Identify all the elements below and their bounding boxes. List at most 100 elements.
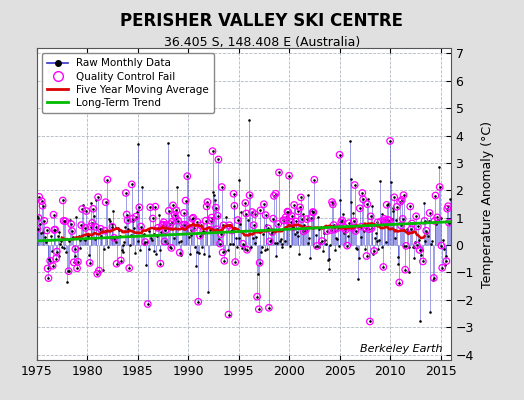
Point <box>381 239 390 246</box>
Point <box>337 219 345 226</box>
Point <box>106 235 115 241</box>
Point <box>227 228 235 234</box>
Point <box>137 223 145 230</box>
Point <box>180 210 188 216</box>
Point <box>389 207 398 214</box>
Point <box>324 266 333 272</box>
Point <box>289 224 298 230</box>
Point <box>366 318 374 325</box>
Point <box>167 245 176 251</box>
Point <box>109 208 117 214</box>
Point <box>357 224 366 230</box>
Point <box>189 214 198 221</box>
Point <box>146 204 155 210</box>
Point <box>38 198 46 204</box>
Point <box>442 258 451 264</box>
Point <box>191 263 200 270</box>
Point <box>76 244 84 251</box>
Point <box>358 190 366 196</box>
Point <box>257 249 266 255</box>
Point <box>352 228 360 234</box>
Point <box>437 242 445 249</box>
Point <box>213 226 221 232</box>
Point <box>256 207 265 214</box>
Point <box>269 216 277 222</box>
Point <box>231 259 239 265</box>
Point <box>399 192 408 198</box>
Point <box>344 233 352 239</box>
Point <box>392 217 400 224</box>
Point <box>125 265 134 271</box>
Point <box>332 235 341 242</box>
Point <box>167 245 176 251</box>
Point <box>390 194 398 200</box>
Point <box>430 275 438 281</box>
Point <box>422 228 430 234</box>
Point <box>212 204 220 211</box>
Point <box>284 209 292 215</box>
Point <box>246 245 255 252</box>
Point <box>42 227 51 234</box>
Point <box>340 230 348 236</box>
Point <box>202 218 210 224</box>
Point <box>183 173 191 179</box>
Point <box>138 184 146 190</box>
Point <box>199 228 208 234</box>
Point <box>292 218 300 225</box>
Point <box>220 258 228 264</box>
Point <box>169 202 177 208</box>
Point <box>225 222 234 228</box>
Point <box>58 244 66 250</box>
Point <box>74 258 82 265</box>
Text: 36.405 S, 148.408 E (Australia): 36.405 S, 148.408 E (Australia) <box>164 36 360 49</box>
Point <box>71 246 80 252</box>
Point <box>117 257 125 264</box>
Point <box>434 217 442 224</box>
Point <box>271 190 280 197</box>
Point <box>398 216 407 222</box>
Point <box>69 234 77 240</box>
Point <box>97 233 106 240</box>
Point <box>88 220 96 226</box>
Point <box>121 224 129 230</box>
Text: Berkeley Earth: Berkeley Earth <box>360 344 442 354</box>
Point <box>294 208 302 215</box>
Point <box>260 247 269 253</box>
Point <box>275 169 283 176</box>
Point <box>238 245 246 251</box>
Point <box>91 224 100 230</box>
Point <box>358 190 366 196</box>
Point <box>241 246 249 252</box>
Point <box>262 222 270 229</box>
Point <box>330 222 338 228</box>
Point <box>438 264 446 271</box>
Point <box>294 208 302 215</box>
Point <box>329 201 337 208</box>
Point <box>409 244 417 250</box>
Point <box>214 156 223 163</box>
Point <box>209 148 217 154</box>
Point <box>345 138 354 144</box>
Point <box>313 243 321 249</box>
Point <box>341 224 349 231</box>
Point <box>425 210 434 216</box>
Point <box>255 306 263 312</box>
Point <box>70 253 79 260</box>
Point <box>183 173 191 179</box>
Point <box>360 228 368 235</box>
Point <box>441 262 449 269</box>
Point <box>73 265 81 272</box>
Point <box>149 248 158 254</box>
Point <box>171 214 180 221</box>
Point <box>304 191 313 198</box>
Point <box>200 250 209 257</box>
Point <box>47 232 55 239</box>
Point <box>94 194 102 200</box>
Point <box>292 218 300 225</box>
Point <box>77 222 85 228</box>
Point <box>406 203 414 210</box>
Point <box>267 236 276 243</box>
Point <box>53 233 62 240</box>
Point <box>187 227 195 233</box>
Point <box>117 247 126 253</box>
